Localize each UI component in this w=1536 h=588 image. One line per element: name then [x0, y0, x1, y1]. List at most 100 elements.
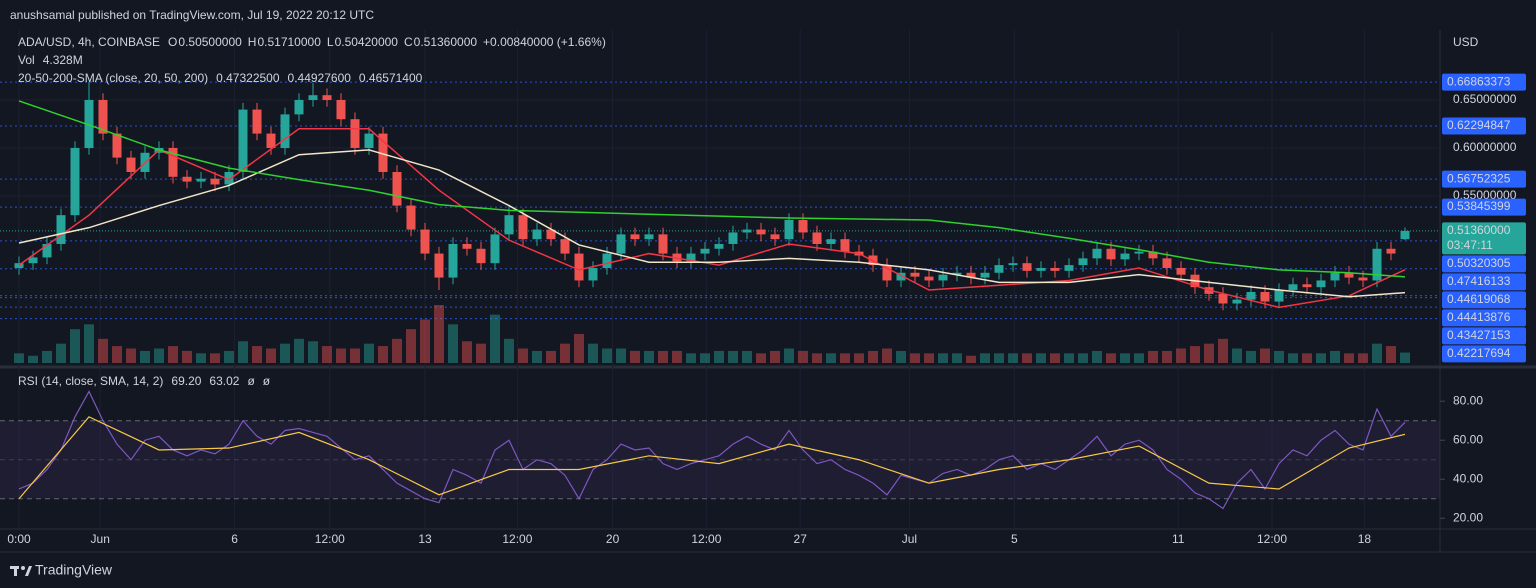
candle-body	[1162, 258, 1172, 268]
volume-bar	[952, 353, 962, 363]
volume-bar	[658, 350, 668, 363]
volume-bar	[126, 348, 136, 363]
x-tick-label: 27	[794, 532, 808, 546]
price-label: 0.56752325	[1447, 171, 1511, 185]
volume-bar	[294, 338, 304, 363]
candle-body	[714, 243, 724, 249]
axis-unit: USD	[1453, 35, 1479, 49]
volume-bar	[826, 353, 836, 363]
ohlc-value: 0.50500000	[178, 35, 242, 49]
candle-body	[84, 99, 94, 148]
volume-bar	[1218, 338, 1228, 363]
volume-bar	[1078, 353, 1088, 363]
volume-bar	[938, 353, 948, 363]
price-label: 0.51360000	[1447, 223, 1511, 237]
volume-bar	[980, 353, 990, 363]
volume-bar	[1330, 350, 1340, 363]
candle-body	[994, 265, 1004, 273]
attribution: anushsamal published on TradingView.com,…	[10, 8, 374, 22]
candle-body	[1050, 267, 1060, 271]
price-label: 0.43427153	[1447, 328, 1511, 342]
candle-body	[1232, 299, 1242, 304]
volume-bar	[140, 350, 150, 363]
candle-body	[938, 274, 948, 281]
volume-bar	[406, 329, 416, 363]
candle-body	[616, 234, 626, 254]
volume-bar	[266, 348, 276, 363]
price-label-box	[1442, 222, 1526, 255]
volume-bar	[112, 346, 122, 363]
candle-body	[588, 267, 598, 281]
volume-bar	[644, 350, 654, 363]
volume-bar	[756, 353, 766, 363]
volume-bar	[1372, 343, 1382, 363]
candle-body	[630, 234, 640, 240]
x-tick-label: 0:00	[7, 532, 31, 546]
volume-bar	[210, 353, 220, 363]
candle-body	[1386, 248, 1396, 254]
volume-bar	[1246, 350, 1256, 363]
candle-body	[1358, 277, 1368, 281]
volume-bar	[196, 353, 206, 363]
rsi-tick-label: 20.00	[1453, 510, 1483, 524]
price-label-box	[1442, 73, 1526, 91]
candle-body	[1330, 272, 1340, 281]
volume-bar	[1190, 346, 1200, 363]
volume-bar	[924, 353, 934, 363]
rsi-extra: ø	[263, 374, 271, 388]
x-tick-label: 12:00	[1257, 532, 1287, 546]
price-label-box	[1442, 345, 1526, 363]
candle-body	[728, 232, 738, 244]
volume-bar	[798, 350, 808, 363]
candle-body	[1092, 248, 1102, 259]
candle-body	[910, 272, 920, 277]
volume-bar	[420, 319, 430, 363]
price-label-box	[1442, 117, 1526, 135]
price-label-box	[1442, 309, 1526, 327]
volume-bar	[1162, 350, 1172, 363]
sma-value: 0.46571400	[359, 71, 423, 85]
sma-value: 0.44927600	[288, 71, 352, 85]
volume-bar	[532, 350, 542, 363]
volume-bar	[574, 334, 584, 363]
volume-bar	[1344, 353, 1354, 363]
volume-bar	[168, 346, 178, 363]
volume-bar	[616, 348, 626, 363]
candle-body	[700, 248, 710, 254]
price-label-box	[1442, 291, 1526, 309]
rsi-tick-label: 80.00	[1453, 393, 1483, 407]
candle-body	[336, 99, 346, 120]
candle-body	[70, 147, 80, 216]
candle-body	[966, 272, 976, 278]
volume-bar	[742, 350, 752, 363]
ohlc-key: O	[168, 35, 177, 49]
volume-bar	[448, 324, 458, 363]
candle-body	[952, 272, 962, 275]
candle-body	[462, 243, 472, 249]
rsi-value: 69.20	[171, 374, 201, 388]
volume-bar	[462, 341, 472, 363]
volume-bar	[630, 350, 640, 363]
candle-body	[490, 234, 500, 264]
candle-body	[742, 229, 752, 233]
brand: TradingView	[35, 562, 113, 578]
candle-body	[182, 176, 192, 182]
volume-bar	[182, 350, 192, 363]
candle-body	[1106, 248, 1116, 260]
x-tick-label: 13	[418, 532, 432, 546]
volume-bar	[392, 338, 402, 363]
volume-bar	[490, 314, 500, 363]
candle-body	[798, 219, 808, 233]
candle-body	[1064, 265, 1074, 271]
candle-body	[238, 109, 248, 172]
volume-bar	[854, 353, 864, 363]
rsi-ma-value: 63.02	[209, 374, 239, 388]
volume-bar	[98, 338, 108, 363]
volume-bar	[714, 350, 724, 363]
candle-body	[112, 133, 122, 158]
volume-bar	[896, 350, 906, 363]
candle-body	[1344, 272, 1354, 278]
volume-bar	[308, 341, 318, 363]
candle-body	[546, 229, 556, 240]
